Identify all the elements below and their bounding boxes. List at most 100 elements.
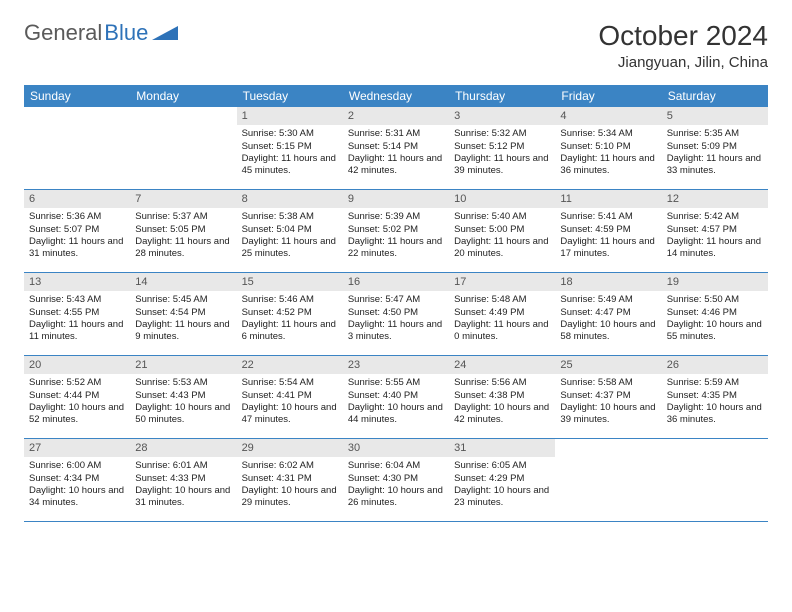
sunset-line: Sunset: 4:40 PM	[348, 390, 444, 402]
sunset-line: Sunset: 4:59 PM	[560, 224, 656, 236]
day-body: Sunrise: 5:48 AMSunset: 4:49 PMDaylight:…	[449, 291, 555, 347]
day-number: 17	[449, 273, 555, 291]
daylight-line: Daylight: 11 hours and 36 minutes.	[560, 153, 656, 178]
day-cell: 10Sunrise: 5:40 AMSunset: 5:00 PMDayligh…	[449, 190, 555, 272]
sunrise-line: Sunrise: 5:42 AM	[667, 211, 763, 223]
sunrise-line: Sunrise: 5:54 AM	[242, 377, 338, 389]
day-body: Sunrise: 5:41 AMSunset: 4:59 PMDaylight:…	[555, 208, 661, 264]
day-body: Sunrise: 5:52 AMSunset: 4:44 PMDaylight:…	[24, 374, 130, 430]
day-number: 29	[237, 439, 343, 457]
day-body: Sunrise: 5:56 AMSunset: 4:38 PMDaylight:…	[449, 374, 555, 430]
day-number: 27	[24, 439, 130, 457]
day-body: Sunrise: 6:05 AMSunset: 4:29 PMDaylight:…	[449, 457, 555, 513]
day-body: Sunrise: 5:31 AMSunset: 5:14 PMDaylight:…	[343, 125, 449, 181]
day-number: 31	[449, 439, 555, 457]
weeks-container: 1Sunrise: 5:30 AMSunset: 5:15 PMDaylight…	[24, 107, 768, 522]
day-cell: 22Sunrise: 5:54 AMSunset: 4:41 PMDayligh…	[237, 356, 343, 438]
daylight-line: Daylight: 10 hours and 42 minutes.	[454, 402, 550, 427]
sunset-line: Sunset: 5:10 PM	[560, 141, 656, 153]
daylight-line: Daylight: 11 hours and 28 minutes.	[135, 236, 231, 261]
daylight-line: Daylight: 10 hours and 50 minutes.	[135, 402, 231, 427]
sunset-line: Sunset: 4:41 PM	[242, 390, 338, 402]
daylight-line: Daylight: 10 hours and 52 minutes.	[29, 402, 125, 427]
sunset-line: Sunset: 4:29 PM	[454, 473, 550, 485]
day-body: Sunrise: 5:37 AMSunset: 5:05 PMDaylight:…	[130, 208, 236, 264]
day-number: 8	[237, 190, 343, 208]
day-number: 22	[237, 356, 343, 374]
day-number: 7	[130, 190, 236, 208]
day-number: 2	[343, 107, 449, 125]
empty-cell	[24, 107, 130, 189]
day-number: 18	[555, 273, 661, 291]
day-cell: 30Sunrise: 6:04 AMSunset: 4:30 PMDayligh…	[343, 439, 449, 521]
sunrise-line: Sunrise: 5:40 AM	[454, 211, 550, 223]
day-body: Sunrise: 5:59 AMSunset: 4:35 PMDaylight:…	[662, 374, 768, 430]
day-body: Sunrise: 5:35 AMSunset: 5:09 PMDaylight:…	[662, 125, 768, 181]
day-number: 10	[449, 190, 555, 208]
daylight-line: Daylight: 11 hours and 25 minutes.	[242, 236, 338, 261]
day-cell: 1Sunrise: 5:30 AMSunset: 5:15 PMDaylight…	[237, 107, 343, 189]
sunrise-line: Sunrise: 5:45 AM	[135, 294, 231, 306]
day-number: 23	[343, 356, 449, 374]
sunset-line: Sunset: 5:00 PM	[454, 224, 550, 236]
day-body: Sunrise: 6:02 AMSunset: 4:31 PMDaylight:…	[237, 457, 343, 513]
sunset-line: Sunset: 4:37 PM	[560, 390, 656, 402]
sunset-line: Sunset: 4:49 PM	[454, 307, 550, 319]
sunrise-line: Sunrise: 5:59 AM	[667, 377, 763, 389]
daylight-line: Daylight: 10 hours and 36 minutes.	[667, 402, 763, 427]
daylight-line: Daylight: 10 hours and 31 minutes.	[135, 485, 231, 510]
title-block: October 2024 Jiangyuan, Jilin, China	[598, 20, 768, 71]
sunrise-line: Sunrise: 5:32 AM	[454, 128, 550, 140]
daylight-line: Daylight: 11 hours and 22 minutes.	[348, 236, 444, 261]
sunrise-line: Sunrise: 6:05 AM	[454, 460, 550, 472]
daylight-line: Daylight: 10 hours and 26 minutes.	[348, 485, 444, 510]
sunrise-line: Sunrise: 5:50 AM	[667, 294, 763, 306]
location-label: Jiangyuan, Jilin, China	[598, 54, 768, 71]
sunrise-line: Sunrise: 5:37 AM	[135, 211, 231, 223]
day-cell: 24Sunrise: 5:56 AMSunset: 4:38 PMDayligh…	[449, 356, 555, 438]
day-cell: 11Sunrise: 5:41 AMSunset: 4:59 PMDayligh…	[555, 190, 661, 272]
day-number: 16	[343, 273, 449, 291]
day-cell: 12Sunrise: 5:42 AMSunset: 4:57 PMDayligh…	[662, 190, 768, 272]
day-number: 3	[449, 107, 555, 125]
day-number: 5	[662, 107, 768, 125]
day-header-cell: Monday	[130, 85, 236, 107]
sunrise-line: Sunrise: 5:53 AM	[135, 377, 231, 389]
day-body: Sunrise: 5:30 AMSunset: 5:15 PMDaylight:…	[237, 125, 343, 181]
day-body: Sunrise: 5:47 AMSunset: 4:50 PMDaylight:…	[343, 291, 449, 347]
sunset-line: Sunset: 4:43 PM	[135, 390, 231, 402]
sunset-line: Sunset: 4:52 PM	[242, 307, 338, 319]
week-row: 13Sunrise: 5:43 AMSunset: 4:55 PMDayligh…	[24, 273, 768, 356]
sunset-line: Sunset: 4:31 PM	[242, 473, 338, 485]
day-cell: 14Sunrise: 5:45 AMSunset: 4:54 PMDayligh…	[130, 273, 236, 355]
sunset-line: Sunset: 4:54 PM	[135, 307, 231, 319]
sunrise-line: Sunrise: 5:47 AM	[348, 294, 444, 306]
day-header-cell: Tuesday	[237, 85, 343, 107]
day-number: 13	[24, 273, 130, 291]
sunrise-line: Sunrise: 5:55 AM	[348, 377, 444, 389]
sunset-line: Sunset: 4:34 PM	[29, 473, 125, 485]
sunrise-line: Sunrise: 5:34 AM	[560, 128, 656, 140]
sunrise-line: Sunrise: 5:46 AM	[242, 294, 338, 306]
day-cell: 20Sunrise: 5:52 AMSunset: 4:44 PMDayligh…	[24, 356, 130, 438]
sunrise-line: Sunrise: 5:49 AM	[560, 294, 656, 306]
day-cell: 8Sunrise: 5:38 AMSunset: 5:04 PMDaylight…	[237, 190, 343, 272]
sunrise-line: Sunrise: 5:38 AM	[242, 211, 338, 223]
day-body: Sunrise: 5:32 AMSunset: 5:12 PMDaylight:…	[449, 125, 555, 181]
day-header-cell: Sunday	[24, 85, 130, 107]
sunset-line: Sunset: 4:44 PM	[29, 390, 125, 402]
sunrise-line: Sunrise: 6:02 AM	[242, 460, 338, 472]
daylight-line: Daylight: 11 hours and 6 minutes.	[242, 319, 338, 344]
sunrise-line: Sunrise: 5:36 AM	[29, 211, 125, 223]
day-cell: 5Sunrise: 5:35 AMSunset: 5:09 PMDaylight…	[662, 107, 768, 189]
day-body: Sunrise: 5:45 AMSunset: 4:54 PMDaylight:…	[130, 291, 236, 347]
sunset-line: Sunset: 4:46 PM	[667, 307, 763, 319]
day-body: Sunrise: 5:38 AMSunset: 5:04 PMDaylight:…	[237, 208, 343, 264]
daylight-line: Daylight: 11 hours and 42 minutes.	[348, 153, 444, 178]
day-number: 15	[237, 273, 343, 291]
day-number: 30	[343, 439, 449, 457]
week-row: 27Sunrise: 6:00 AMSunset: 4:34 PMDayligh…	[24, 439, 768, 522]
day-cell: 13Sunrise: 5:43 AMSunset: 4:55 PMDayligh…	[24, 273, 130, 355]
day-cell: 17Sunrise: 5:48 AMSunset: 4:49 PMDayligh…	[449, 273, 555, 355]
logo: GeneralBlue	[24, 20, 178, 46]
